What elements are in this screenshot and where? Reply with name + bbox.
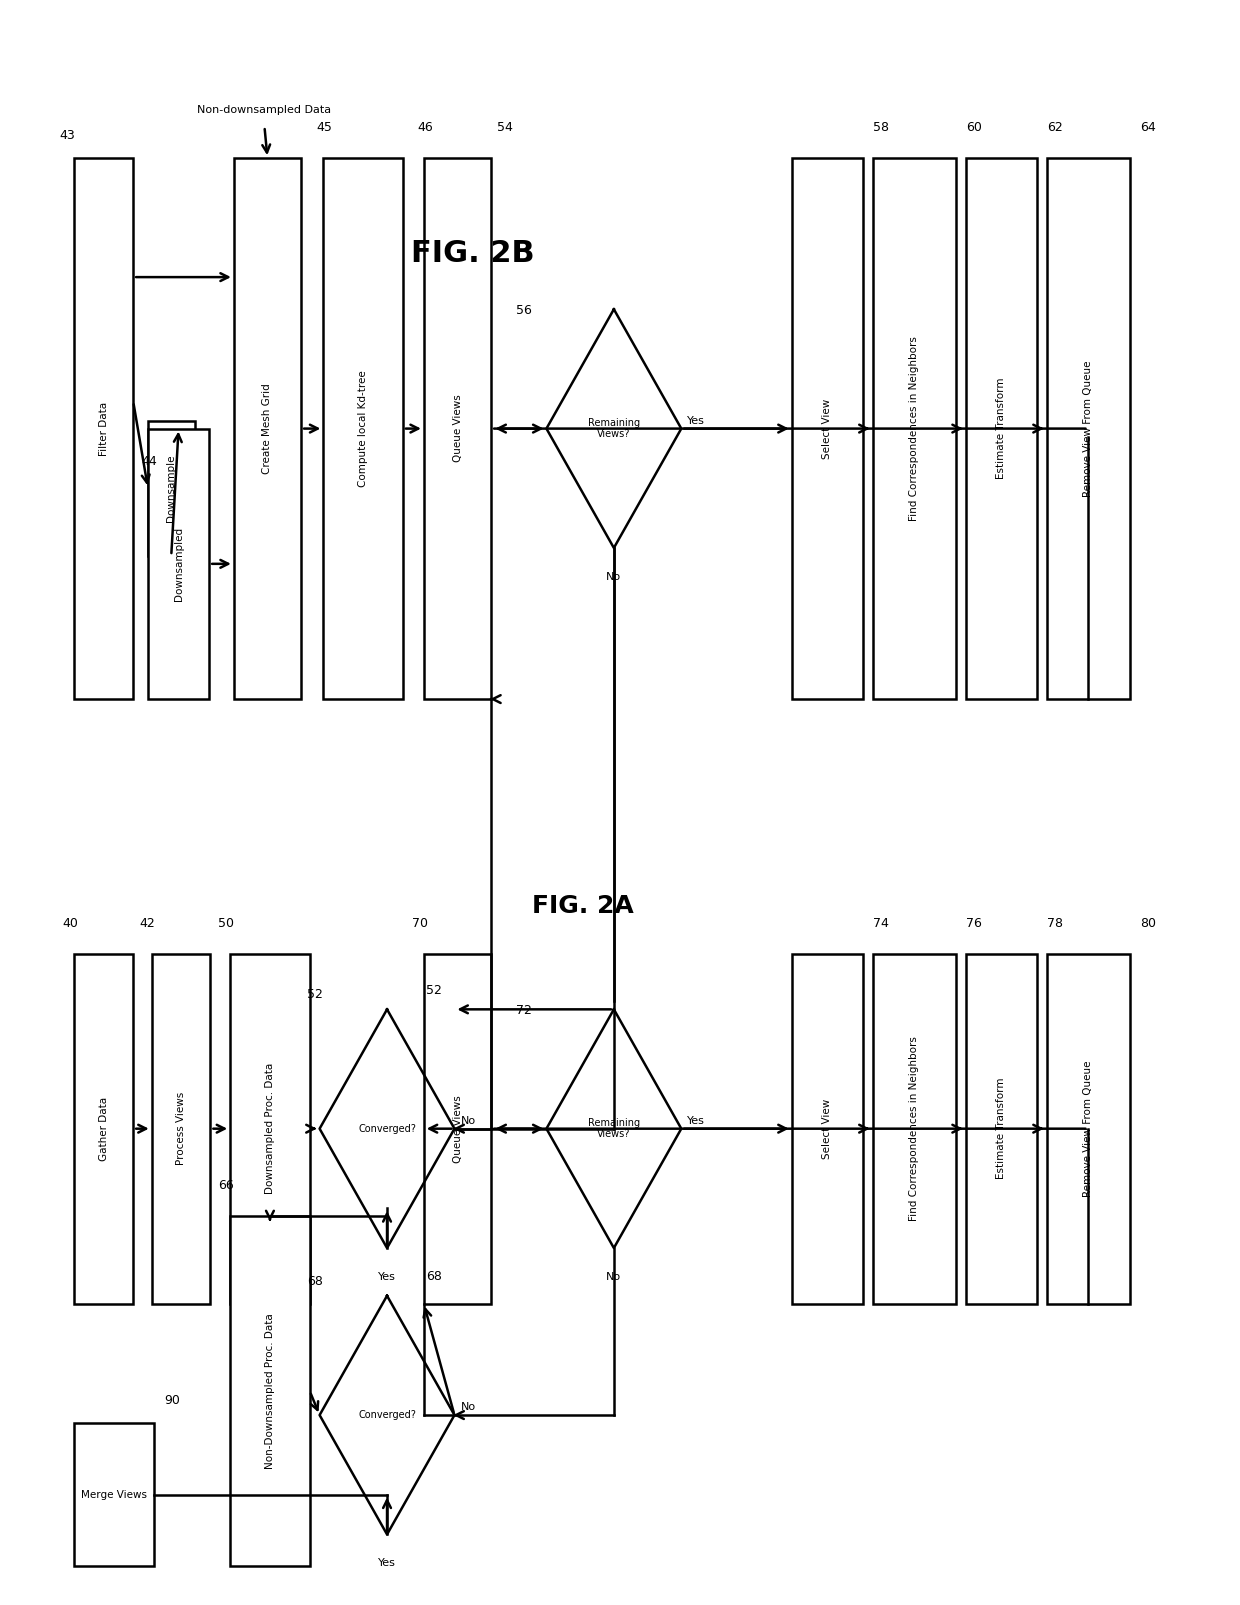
Bar <box>791 953 863 1303</box>
Text: 56: 56 <box>516 305 532 318</box>
Bar <box>424 953 491 1303</box>
Text: Downsampled Proc. Data: Downsampled Proc. Data <box>265 1063 275 1194</box>
Text: 70: 70 <box>412 916 428 929</box>
Text: 58: 58 <box>873 122 889 135</box>
Bar <box>151 953 211 1303</box>
Bar <box>148 429 210 700</box>
Text: 42: 42 <box>139 916 155 929</box>
Text: 78: 78 <box>1047 916 1063 929</box>
Text: 80: 80 <box>1140 916 1156 929</box>
Text: 68: 68 <box>427 1270 443 1282</box>
Text: No: No <box>606 1271 621 1282</box>
Text: 66: 66 <box>218 1180 233 1193</box>
Text: Gather Data: Gather Data <box>99 1096 109 1160</box>
Text: No: No <box>606 571 621 581</box>
Text: Converged?: Converged? <box>358 1411 415 1420</box>
Text: Yes: Yes <box>687 1115 706 1125</box>
Text: Remove View From Queue: Remove View From Queue <box>1084 1061 1094 1197</box>
Text: 50: 50 <box>218 916 234 929</box>
Text: 68: 68 <box>308 1274 324 1287</box>
Bar <box>873 159 956 700</box>
Text: 40: 40 <box>62 916 78 929</box>
Bar <box>1047 159 1130 700</box>
Text: FIG. 2B: FIG. 2B <box>410 239 534 268</box>
Text: FIG. 2A: FIG. 2A <box>532 894 634 918</box>
Bar <box>324 159 403 700</box>
Text: 76: 76 <box>966 916 982 929</box>
Bar <box>74 1424 154 1566</box>
Text: Filter Data: Filter Data <box>99 401 109 456</box>
Text: Remaining
Views?: Remaining Views? <box>588 1117 640 1140</box>
Text: 52: 52 <box>308 989 324 1002</box>
Text: Merge Views: Merge Views <box>82 1489 148 1499</box>
Text: Remaining
Views?: Remaining Views? <box>588 417 640 440</box>
Text: 72: 72 <box>516 1005 532 1018</box>
Bar <box>873 953 956 1303</box>
Text: 46: 46 <box>418 122 434 135</box>
Text: No: No <box>460 1403 476 1412</box>
Bar <box>74 953 133 1303</box>
Text: Yes: Yes <box>378 1558 396 1568</box>
Text: 64: 64 <box>1140 122 1156 135</box>
Text: Downsample: Downsample <box>166 454 176 522</box>
Text: Select View: Select View <box>822 398 832 459</box>
Text: Downsampled: Downsampled <box>174 526 184 600</box>
Bar <box>148 421 195 555</box>
Bar <box>234 159 301 700</box>
Text: Queue Views: Queue Views <box>453 395 463 462</box>
Text: Process Views: Process Views <box>176 1091 186 1165</box>
Bar <box>231 1217 310 1566</box>
Text: Non-Downsampled Proc. Data: Non-Downsampled Proc. Data <box>265 1313 275 1469</box>
Text: Find Correspondences in Neighbors: Find Correspondences in Neighbors <box>909 1037 919 1221</box>
Text: Compute local Kd-tree: Compute local Kd-tree <box>358 371 368 486</box>
Text: Estimate Transform: Estimate Transform <box>996 377 1007 480</box>
Text: Yes: Yes <box>378 1271 396 1282</box>
Text: 52: 52 <box>427 984 443 997</box>
Text: 54: 54 <box>497 122 513 135</box>
Text: Non-downsampled Data: Non-downsampled Data <box>197 106 331 116</box>
Text: 45: 45 <box>316 122 332 135</box>
Text: 43: 43 <box>60 128 76 143</box>
Bar <box>791 159 863 700</box>
Bar <box>74 159 133 700</box>
Text: 90: 90 <box>164 1395 180 1408</box>
Bar <box>966 953 1037 1303</box>
Text: Create Mesh Grid: Create Mesh Grid <box>263 384 273 473</box>
Text: Estimate Transform: Estimate Transform <box>996 1079 1007 1180</box>
Bar <box>231 953 310 1303</box>
Bar <box>424 159 491 700</box>
Text: 60: 60 <box>966 122 982 135</box>
Text: Find Correspondences in Neighbors: Find Correspondences in Neighbors <box>909 335 919 522</box>
Bar <box>966 159 1037 700</box>
Text: 62: 62 <box>1047 122 1063 135</box>
Text: Queue Views: Queue Views <box>453 1095 463 1162</box>
Text: No: No <box>460 1115 476 1125</box>
Text: Converged?: Converged? <box>358 1124 415 1133</box>
Text: Select View: Select View <box>822 1098 832 1159</box>
Bar <box>1047 953 1130 1303</box>
Text: Remove View From Queue: Remove View From Queue <box>1084 361 1094 498</box>
Text: 74: 74 <box>873 916 888 929</box>
Text: Yes: Yes <box>687 416 706 425</box>
Text: 44: 44 <box>141 456 157 469</box>
